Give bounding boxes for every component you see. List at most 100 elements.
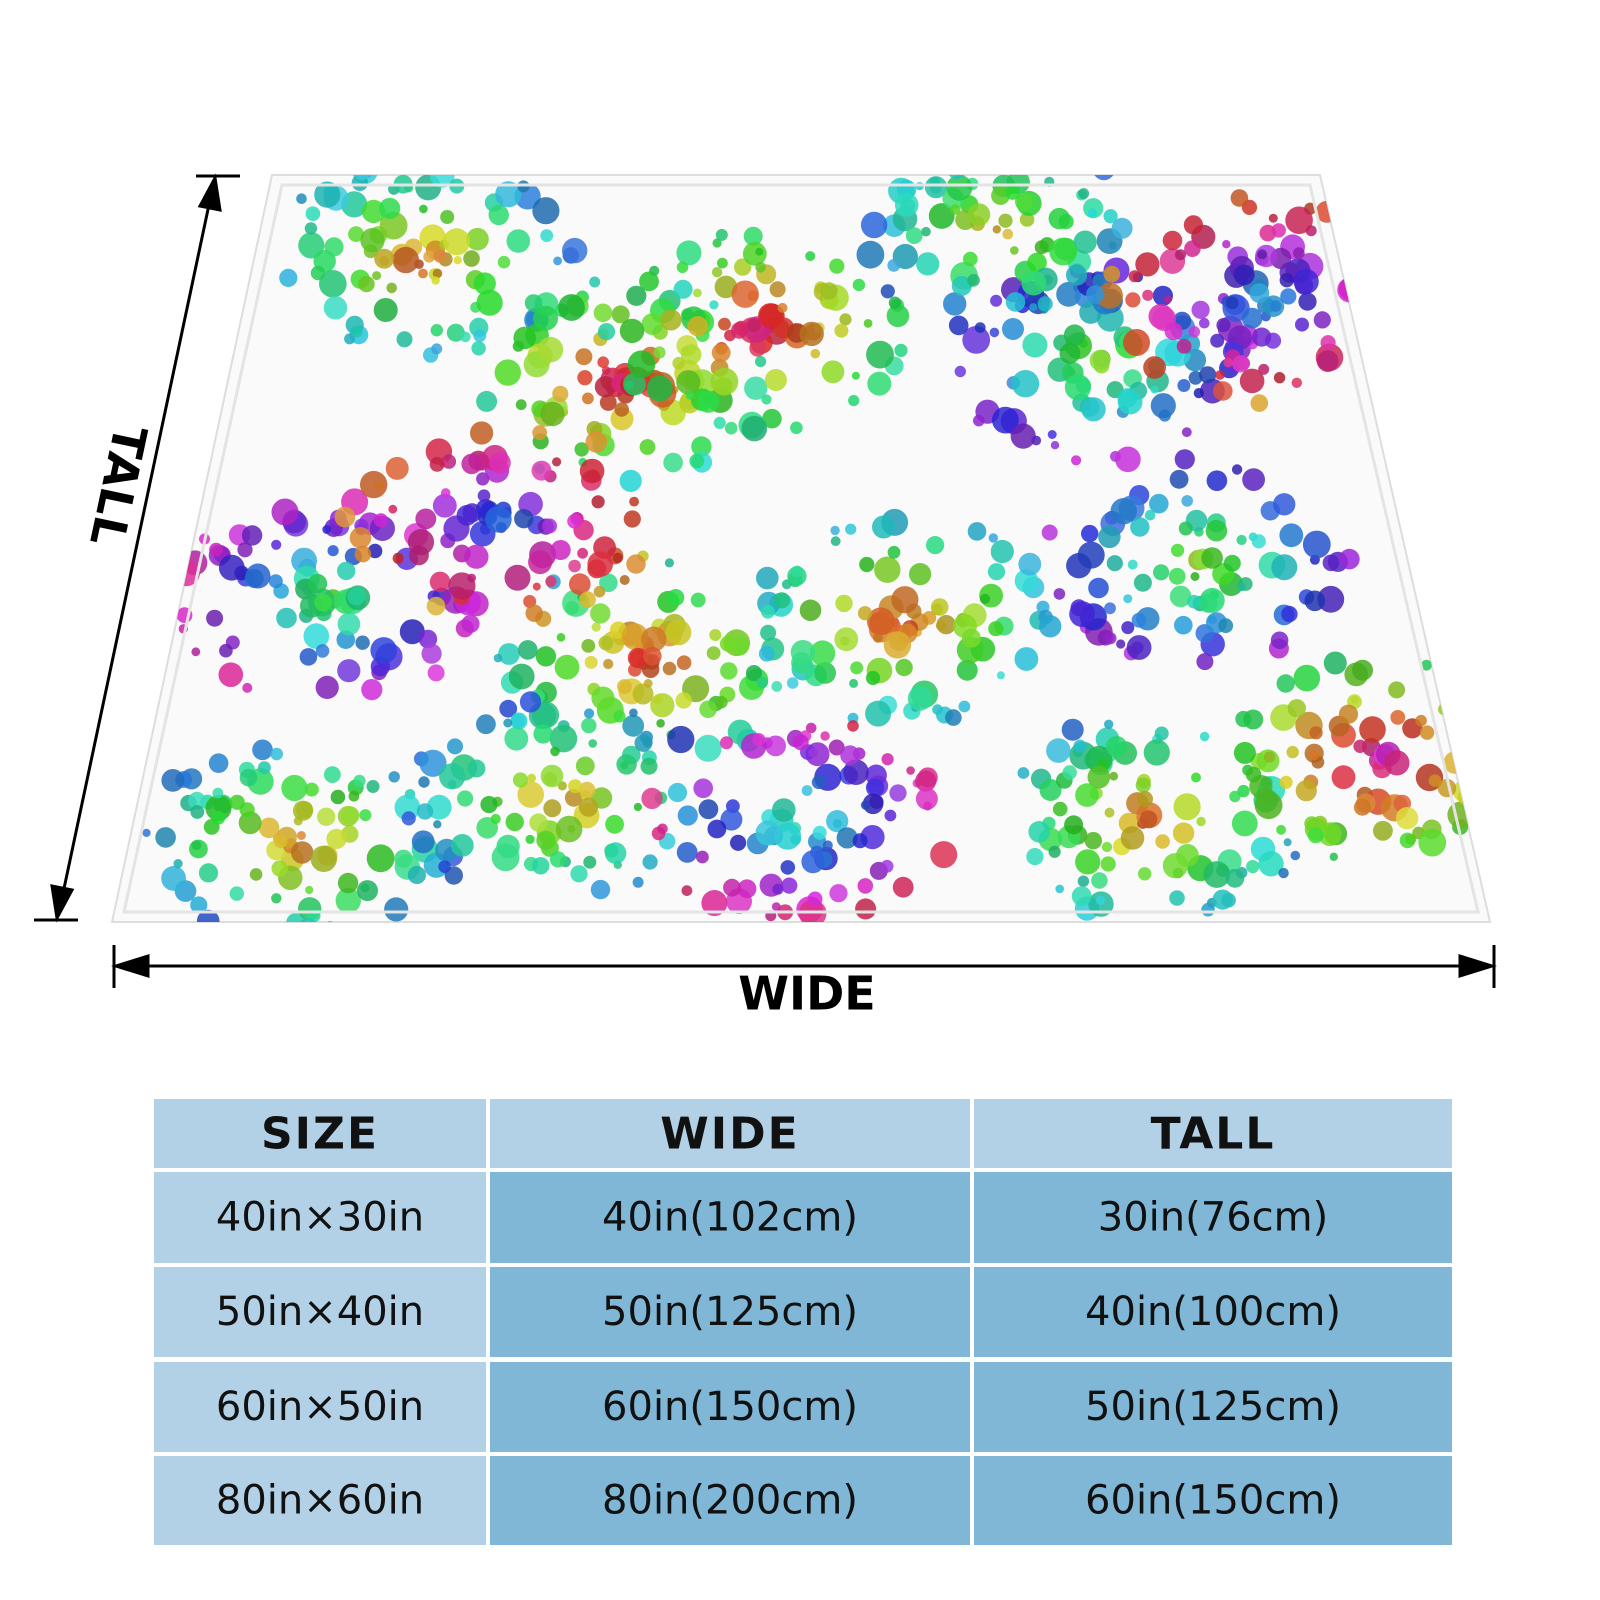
flower (1086, 285, 1105, 304)
flower (392, 246, 419, 274)
flower (1390, 710, 1406, 725)
flower (421, 643, 442, 664)
flower (673, 279, 693, 299)
flower (906, 766, 915, 775)
flower (758, 645, 775, 662)
flower (599, 394, 617, 411)
flower (1384, 750, 1410, 776)
flower (1088, 147, 1105, 164)
flower (585, 431, 608, 453)
flower (680, 344, 702, 365)
flower (473, 329, 487, 343)
flower (532, 197, 560, 225)
flower (1135, 777, 1151, 793)
flower (314, 593, 332, 612)
flower (370, 637, 398, 664)
flower (1356, 303, 1381, 328)
flower (1066, 264, 1088, 286)
flower (832, 819, 842, 829)
flower (653, 346, 666, 359)
flower (603, 658, 614, 670)
flower (693, 778, 713, 799)
flower (401, 811, 416, 826)
header-text: TALL (1151, 1109, 1276, 1160)
flower (1231, 464, 1243, 475)
flower (1520, 728, 1532, 740)
flower (535, 646, 557, 667)
flower (747, 318, 761, 333)
flower (1150, 385, 1159, 394)
flower (1293, 664, 1321, 692)
flower (749, 340, 766, 357)
flower (1191, 300, 1210, 319)
flower (218, 662, 244, 687)
flower (543, 799, 562, 818)
flower (696, 850, 709, 864)
flower (1014, 647, 1039, 671)
flower (801, 785, 813, 796)
flower (448, 572, 476, 600)
flower (672, 356, 685, 370)
flower (355, 635, 370, 650)
flower (493, 653, 503, 663)
flower (690, 592, 706, 608)
flower (990, 294, 1003, 307)
blanket-hem (122, 183, 1480, 914)
flower (268, 574, 283, 589)
flower (1123, 594, 1133, 604)
flower (354, 175, 369, 181)
flower (1092, 175, 1116, 181)
flower (1246, 860, 1260, 874)
header-text: WIDE (660, 1109, 799, 1160)
flower (1245, 766, 1262, 783)
flower (891, 586, 919, 614)
flower (589, 276, 601, 288)
flower (1172, 822, 1195, 844)
flower (245, 563, 271, 589)
flower (676, 261, 689, 274)
flower (967, 274, 980, 287)
flower (954, 365, 966, 378)
flower (1173, 793, 1201, 821)
flower (1139, 810, 1158, 829)
flower (962, 326, 991, 354)
flower (1229, 790, 1241, 803)
flower (1169, 585, 1192, 608)
flower (1215, 370, 1225, 380)
flower (850, 661, 864, 675)
flower (1279, 523, 1304, 548)
flower (305, 885, 314, 895)
flower (574, 442, 589, 457)
flower (1101, 841, 1113, 853)
table-cell (490, 1267, 970, 1357)
flower (780, 860, 796, 875)
flower (1273, 493, 1296, 516)
flower (1316, 350, 1339, 372)
flower (504, 726, 529, 751)
flower (730, 834, 747, 851)
flower (1273, 372, 1286, 384)
table-cell (974, 1456, 1452, 1545)
flower (1218, 618, 1234, 634)
cell-text: 40in(102cm) (602, 1195, 858, 1241)
flower (629, 708, 638, 718)
flower (1236, 534, 1247, 546)
flower (581, 717, 597, 734)
flower (1181, 495, 1193, 507)
flower (1142, 289, 1154, 301)
flower (190, 805, 205, 819)
flower (652, 694, 662, 704)
flower (745, 665, 763, 682)
cell-text: 60in(150cm) (602, 1384, 858, 1430)
flower (426, 794, 452, 820)
flower (1317, 585, 1345, 613)
flower (1059, 342, 1081, 364)
flower (304, 782, 319, 797)
flower (774, 822, 802, 850)
cell-text: 50in(125cm) (602, 1289, 858, 1335)
flower (1049, 237, 1078, 266)
flower (1015, 192, 1033, 211)
flower (515, 399, 527, 411)
flower (1002, 318, 1024, 340)
flower (805, 251, 816, 262)
